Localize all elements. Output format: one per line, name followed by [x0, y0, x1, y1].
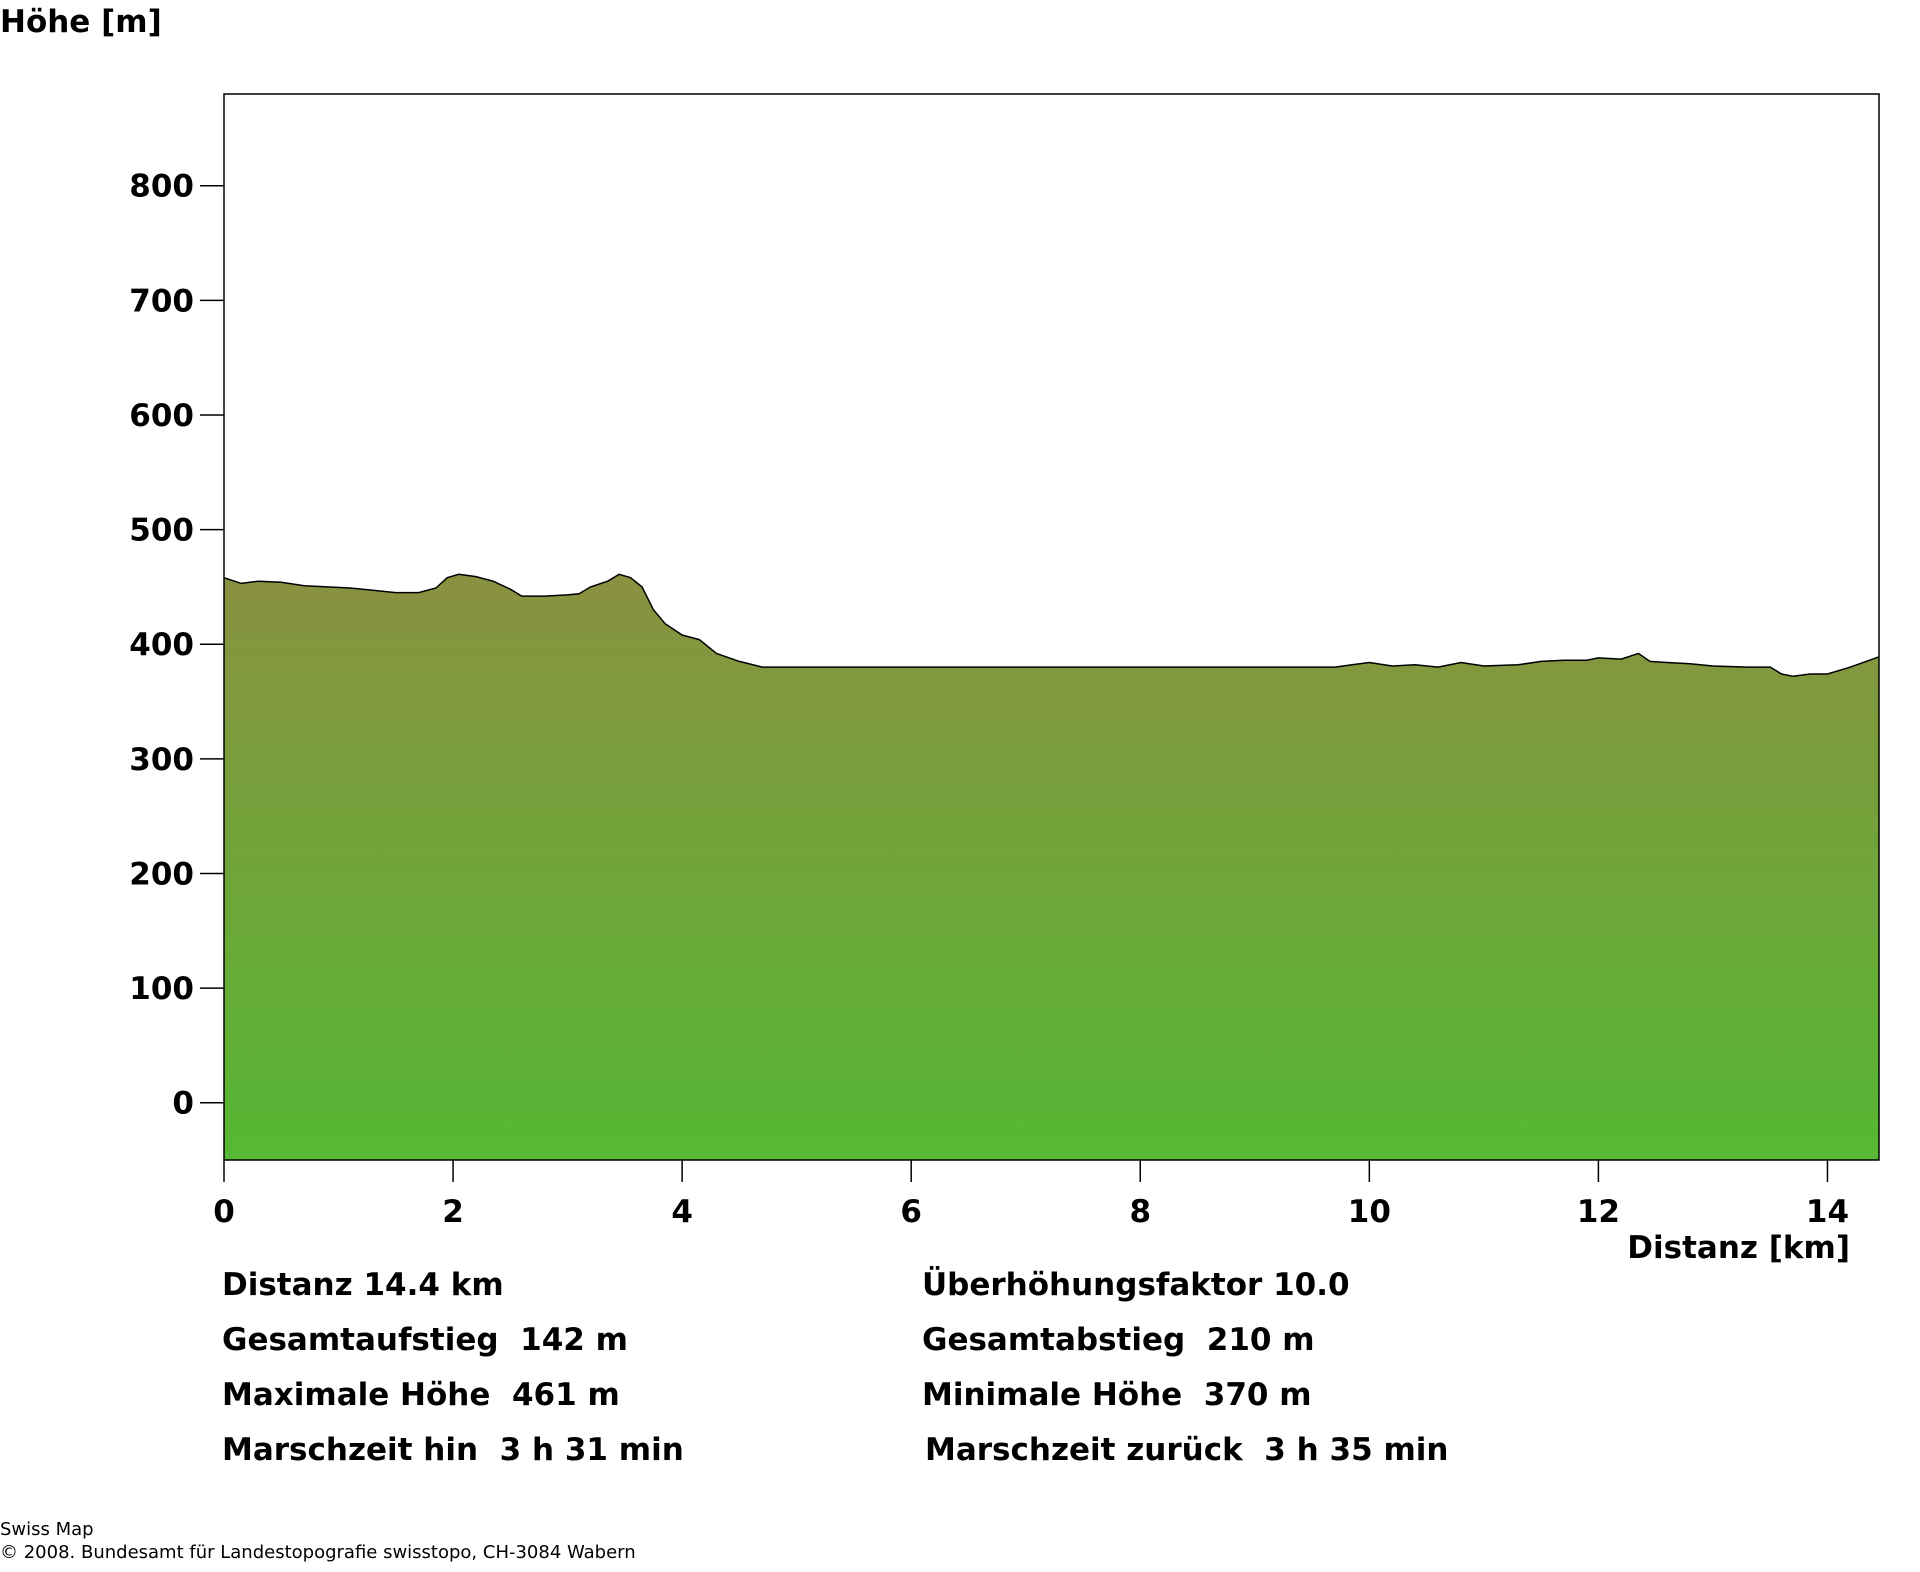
y-tick-label: 100: [129, 971, 194, 1007]
elevation-profile-chart: Höhe [m] 0 100 200 300 400 500 600 700 800 0 2 4 6 8…: [0, 4, 1880, 1266]
area-layer: [223, 573, 1880, 1160]
stat-max-height: Maximale Höhe 461 m: [222, 1377, 620, 1413]
x-tick-label: 0: [213, 1194, 235, 1230]
x-tick-label: 8: [1129, 1194, 1151, 1230]
x-tick-label: 2: [442, 1194, 464, 1230]
stat-descent: Gesamtabstieg 210 m: [922, 1322, 1315, 1358]
stat-distance: Distanz 14.4 km: [222, 1267, 504, 1303]
y-axis: 0 100 200 300 400 500 600 700 800: [129, 169, 224, 1122]
y-tick-label: 200: [129, 856, 194, 892]
x-tick-label: 10: [1348, 1194, 1391, 1230]
stat-exaggeration: Überhöhungsfaktor 10.0: [922, 1267, 1350, 1303]
stat-ascent: Gesamtaufstieg 142 m: [222, 1322, 628, 1358]
stat-time-out: Marschzeit hin 3 h 31 min: [222, 1432, 684, 1468]
stat-time-back: Marschzeit zurück 3 h 35 min: [925, 1432, 1449, 1468]
y-tick-label: 800: [129, 169, 194, 205]
x-axis-title: Distanz [km]: [1627, 1230, 1850, 1266]
elevation-area: [224, 574, 1879, 1160]
elevation-line: [223, 573, 1880, 678]
x-tick-label: 4: [671, 1194, 693, 1230]
plot-frame: [223, 93, 1880, 1161]
y-tick-label: 0: [172, 1086, 194, 1122]
x-tick-label: 14: [1806, 1194, 1849, 1230]
footer-source: Swiss Map: [0, 1519, 94, 1540]
y-tick-label: 400: [129, 627, 194, 663]
x-tick-label: 6: [900, 1194, 922, 1230]
y-tick-label: 500: [129, 513, 194, 549]
y-tick-label: 600: [129, 398, 194, 434]
y-tick-label: 300: [129, 742, 194, 778]
footer-copyright: © 2008. Bundesamt für Landestopografie s…: [0, 1542, 636, 1563]
x-tick-label: 12: [1577, 1194, 1620, 1230]
y-tick-label: 700: [129, 283, 194, 319]
y-axis-title: Höhe [m]: [0, 4, 162, 40]
x-axis: 0 2 4 6 8 10 12 14: [213, 1160, 1849, 1230]
stat-min-height: Minimale Höhe 370 m: [922, 1377, 1312, 1413]
